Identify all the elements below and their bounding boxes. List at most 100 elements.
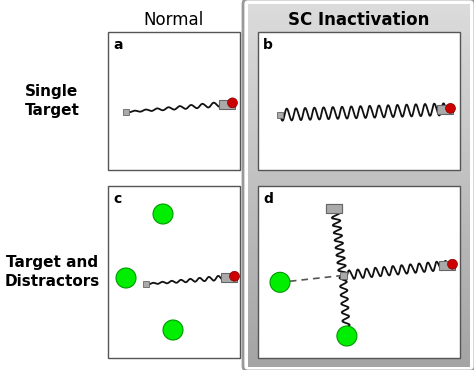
Bar	[248, 212, 470, 216]
Bar	[248, 357, 470, 361]
Bar	[248, 43, 470, 47]
Bar	[248, 194, 470, 198]
Bar	[248, 245, 470, 249]
Bar	[248, 360, 470, 364]
Bar	[248, 224, 470, 228]
Circle shape	[270, 272, 290, 292]
Bar	[248, 170, 470, 174]
Bar	[248, 152, 470, 156]
Bar	[248, 354, 470, 358]
Bar	[248, 161, 470, 165]
Bar	[248, 128, 470, 132]
Bar	[248, 306, 470, 310]
Text: a: a	[113, 38, 122, 52]
Bar	[248, 143, 470, 147]
Bar	[248, 119, 470, 122]
Bar	[439, 261, 455, 270]
Bar	[248, 115, 470, 120]
Bar	[248, 110, 470, 114]
Bar	[248, 83, 470, 87]
Bar	[248, 55, 470, 59]
Bar	[248, 321, 470, 325]
Circle shape	[163, 320, 183, 340]
Bar	[326, 204, 342, 213]
Circle shape	[229, 271, 239, 281]
Bar	[248, 134, 470, 138]
Bar	[248, 251, 470, 255]
Bar	[248, 215, 470, 219]
Bar	[221, 273, 237, 282]
Bar	[248, 122, 470, 126]
Circle shape	[228, 98, 237, 108]
Bar	[258, 32, 460, 170]
Bar	[248, 104, 470, 108]
Bar	[248, 282, 470, 286]
Text: b: b	[263, 38, 273, 52]
Bar	[248, 16, 470, 20]
Bar	[248, 248, 470, 252]
Circle shape	[447, 259, 457, 269]
Bar	[248, 179, 470, 183]
Bar	[108, 32, 240, 170]
Bar	[248, 255, 470, 258]
Bar	[248, 7, 470, 11]
Bar	[248, 149, 470, 153]
Bar	[248, 312, 470, 316]
Bar	[248, 49, 470, 53]
Bar	[248, 200, 470, 204]
Bar	[248, 182, 470, 186]
Bar	[248, 287, 470, 292]
Bar	[248, 227, 470, 231]
Bar	[248, 164, 470, 168]
Text: c: c	[113, 192, 121, 206]
Bar	[248, 25, 470, 29]
Bar	[248, 91, 470, 95]
Bar	[248, 236, 470, 240]
Bar	[248, 88, 470, 92]
Bar	[248, 300, 470, 304]
Bar	[248, 315, 470, 319]
Bar	[248, 158, 470, 162]
Bar	[248, 4, 470, 8]
Bar	[248, 13, 470, 17]
Bar	[248, 37, 470, 41]
Bar	[248, 46, 470, 50]
Text: Normal: Normal	[144, 11, 204, 29]
Bar	[248, 185, 470, 189]
Bar	[248, 61, 470, 65]
Bar	[108, 186, 240, 358]
Text: d: d	[263, 192, 273, 206]
Bar	[248, 303, 470, 307]
Bar	[248, 309, 470, 313]
Bar	[248, 137, 470, 141]
Bar	[248, 40, 470, 44]
Bar	[248, 333, 470, 337]
Bar	[248, 239, 470, 243]
Bar	[248, 10, 470, 14]
Bar	[248, 260, 470, 265]
Bar	[248, 31, 470, 35]
Bar	[248, 242, 470, 246]
Bar	[248, 272, 470, 276]
Bar	[437, 105, 453, 114]
Bar	[248, 52, 470, 56]
Bar	[248, 266, 470, 270]
Bar	[248, 342, 470, 346]
Bar	[258, 186, 460, 358]
Bar	[248, 125, 470, 129]
Text: Single
Target: Single Target	[25, 84, 80, 118]
Bar	[248, 206, 470, 210]
Bar	[248, 64, 470, 68]
Bar	[248, 188, 470, 192]
Bar	[248, 339, 470, 343]
Text: Target and
Distractors: Target and Distractors	[4, 255, 100, 289]
Bar	[248, 140, 470, 144]
Bar	[248, 336, 470, 340]
Bar	[248, 85, 470, 90]
Bar	[248, 218, 470, 222]
Bar	[248, 318, 470, 322]
Bar	[123, 109, 129, 115]
Bar	[248, 269, 470, 273]
Bar	[248, 67, 470, 71]
Bar	[248, 73, 470, 77]
